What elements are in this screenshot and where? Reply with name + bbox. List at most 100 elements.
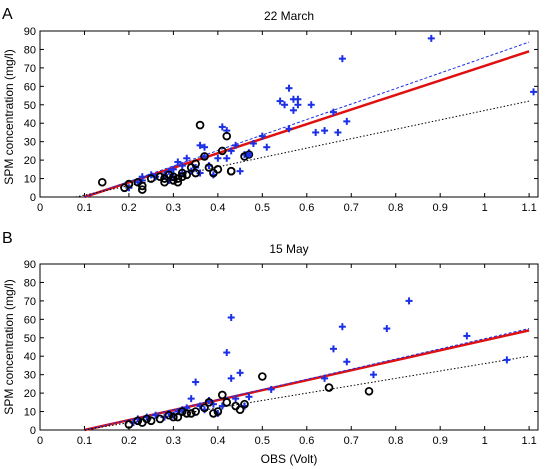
data-point-circle: [173, 174, 183, 183]
data-point-plus: [249, 140, 257, 148]
data-point-plus: [405, 297, 413, 305]
x-tick-label: 0.4: [210, 435, 225, 447]
x-tick-label: 0.1: [77, 202, 92, 214]
y-tick-label: 80: [24, 277, 36, 289]
data-point-circle: [164, 170, 174, 180]
data-point-circle: [258, 372, 267, 381]
x-tick-label: 0.5: [255, 435, 270, 447]
data-point-circle: [97, 177, 107, 187]
data-point-circle: [146, 416, 156, 426]
data-point-circle: [182, 409, 192, 418]
data-point-circle: [200, 152, 209, 161]
x-tick-label: 0.9: [433, 202, 448, 214]
data-point-circle: [213, 407, 223, 416]
data-point-circle: [177, 168, 187, 178]
data-point-circle: [173, 412, 183, 422]
data-point-circle: [155, 172, 165, 182]
data-point-circle: [177, 407, 187, 416]
y-tick-label: 40: [24, 351, 36, 363]
data-point-plus: [369, 371, 377, 379]
data-point-plus: [201, 143, 209, 151]
chart-panel-a: A 22 March SPM concentration (mg/l) 0 0.1…: [2, 6, 539, 214]
y-tick-label: 60: [24, 81, 36, 93]
data-point-circle: [142, 414, 152, 424]
data-point-circle: [204, 163, 214, 172]
x-tick-label: 0.7: [344, 202, 359, 214]
data-point-circle: [204, 398, 214, 407]
data-point-circle: [137, 181, 147, 191]
x-axis-label: OBS (Volt): [261, 452, 318, 466]
y-axis-label: SPM concentration (mg/l): [2, 49, 16, 184]
chart-title: 15 May: [269, 242, 308, 256]
data-point-circle: [222, 398, 232, 407]
data-point-plus: [218, 123, 226, 131]
data-point-plus: [245, 393, 253, 401]
fit-line-red: [84, 329, 530, 432]
data-point-plus: [289, 106, 297, 114]
data-point-circle: [173, 177, 183, 187]
data-point-plus: [321, 374, 329, 382]
data-point-circle: [155, 414, 165, 424]
y-tick-label: 30: [24, 137, 36, 149]
data-point-circle: [364, 386, 374, 396]
data-point-circle: [240, 399, 249, 409]
data-point-plus: [236, 369, 244, 377]
data-point-plus: [227, 313, 235, 321]
data-point-circle: [191, 407, 200, 416]
data-point-plus: [285, 84, 293, 92]
data-point-circle: [191, 159, 200, 169]
data-point-circle: [222, 131, 232, 141]
x-tick-label: 1.1: [521, 202, 536, 214]
x-tick-label: 0: [37, 202, 43, 214]
data-point-plus: [138, 173, 146, 181]
plot-area: 0 0.1 0.2 0.3 0.4 0.5 0.6 0.7 0.8 0.9 1 1.1 0 10 20 30 4…: [24, 259, 539, 447]
data-point-circle: [177, 172, 187, 182]
data-point-plus: [343, 117, 351, 125]
data-point-plus: [187, 395, 195, 403]
y-tick-label: 30: [24, 370, 36, 382]
data-point-plus: [463, 332, 471, 340]
x-tick-label: 0.8: [388, 202, 403, 214]
x-tick-label: 0.1: [77, 435, 92, 447]
x-tick-label: 0.3: [166, 435, 181, 447]
data-point-plus: [530, 88, 538, 96]
data-point-circle: [209, 409, 218, 418]
data-point-plus: [276, 97, 284, 105]
data-point-plus: [321, 127, 329, 135]
data-point-plus: [196, 169, 204, 177]
data-point-plus: [183, 154, 191, 162]
data-point-plus: [427, 34, 435, 42]
data-point-circle: [164, 410, 174, 420]
data-point-circle: [186, 409, 196, 418]
x-tick-label: 0.8: [388, 435, 403, 447]
y-tick-label: 70: [24, 296, 36, 308]
y-tick-label: 10: [24, 174, 36, 186]
plot-area: 0 0.1 0.2 0.3 0.4 0.5 0.6 0.7 0.8 0.9 1 1.1 0 10 20 30 4…: [24, 26, 539, 214]
data-point-dot: [244, 150, 254, 159]
fit-line-black-dotted: [84, 355, 530, 431]
data-point-plus: [174, 158, 182, 166]
data-point-circle: [182, 170, 192, 180]
y-tick-label: 90: [24, 26, 36, 38]
x-tick-label: 0.3: [166, 202, 181, 214]
fit-line-blue-dashed: [84, 41, 530, 198]
data-point-plus: [232, 395, 240, 403]
y-tick-label: 80: [24, 44, 36, 56]
data-point-circle: [235, 405, 245, 415]
x-tick-label: 0.2: [121, 435, 136, 447]
data-point-plus: [281, 101, 289, 109]
data-point-plus: [312, 128, 320, 136]
data-point-plus: [503, 356, 511, 364]
data-point-circle: [160, 177, 169, 187]
y-tick-label: 50: [24, 100, 36, 112]
data-point-plus: [307, 101, 315, 109]
data-point-plus: [338, 55, 346, 63]
panel-label: A: [2, 6, 13, 23]
data-point-plus: [267, 385, 275, 393]
data-point-plus: [236, 167, 244, 175]
y-tick-label: 0: [30, 192, 36, 204]
y-tick-label: 20: [24, 388, 36, 400]
data-point-plus: [329, 108, 337, 116]
y-tick-label: 60: [24, 314, 36, 326]
x-tick-label: 1.1: [521, 435, 536, 447]
